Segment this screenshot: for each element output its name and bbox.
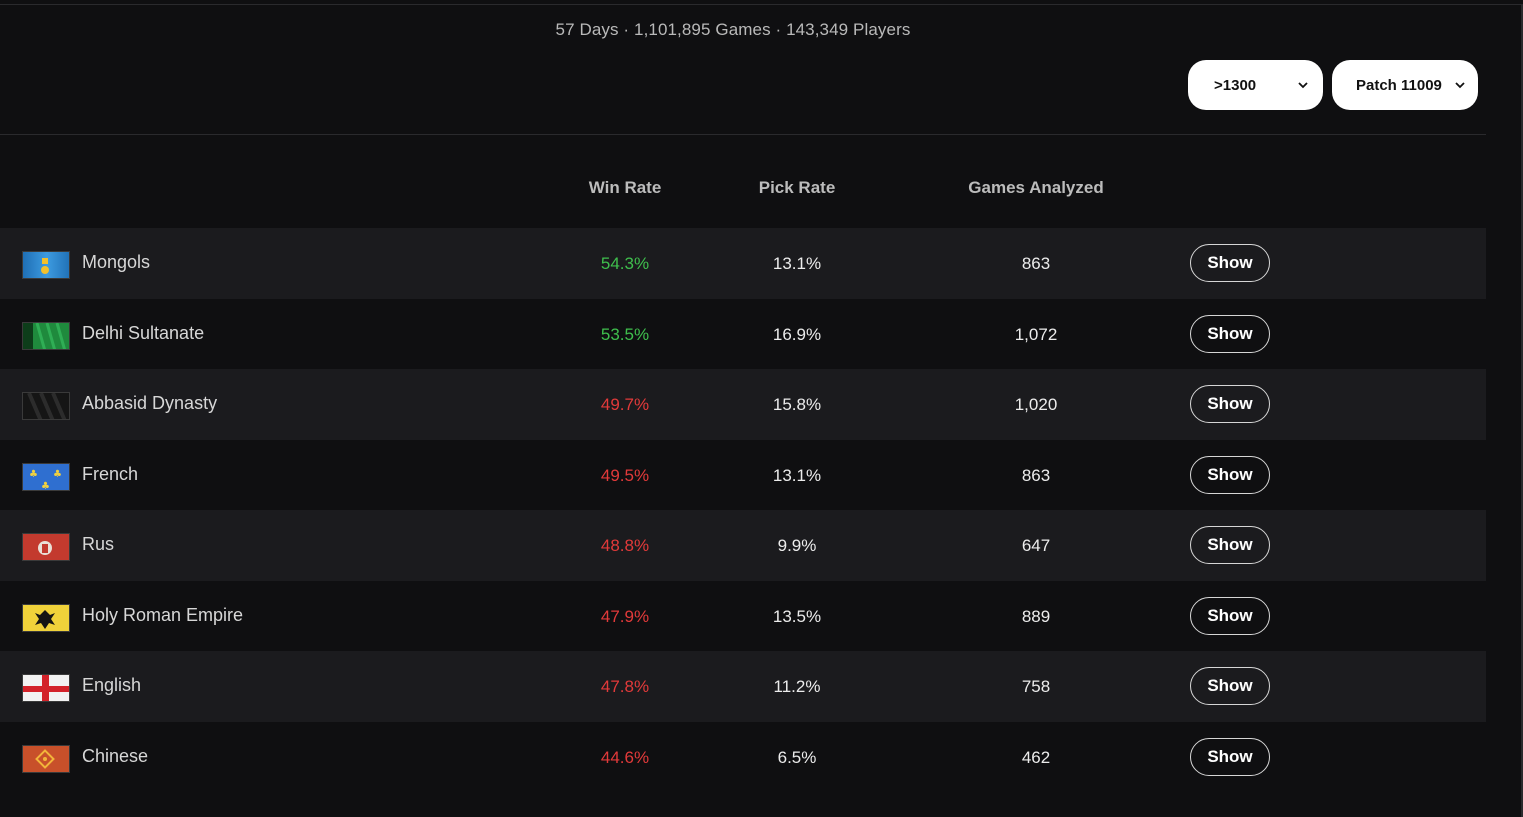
pick-rate-value: 13.1% xyxy=(772,254,822,273)
show-details-button[interactable]: Show xyxy=(1190,385,1270,423)
civ-name[interactable]: Chinese xyxy=(82,745,149,766)
civ-name[interactable]: Rus xyxy=(82,534,115,554)
show-details-button[interactable]: Show xyxy=(1190,314,1270,353)
win-rate-value: 47.9% xyxy=(600,606,650,626)
show-details-button[interactable]: Show xyxy=(1190,244,1270,282)
show-details-button[interactable]: Show xyxy=(1190,455,1270,494)
show-details-button[interactable]: Show xyxy=(1190,596,1270,635)
table-row: Mongols 54.3% 13.1% 863 Show xyxy=(0,228,1486,299)
table-row: Holy Roman Empire 47.9% 13.5% 889 Show xyxy=(0,581,1486,652)
civ-table-body: Mongols 54.3% 13.1% 863 Show Delhi Sultanate 5… xyxy=(0,228,1486,792)
civ-name[interactable]: Holy Roman Empire xyxy=(82,604,244,625)
show-details-button[interactable]: Show xyxy=(1190,526,1270,564)
patch-filter-value: Patch 11009 xyxy=(1356,76,1442,94)
pick-rate-value: 15.8% xyxy=(772,395,822,414)
games-analyzed-value: 863 xyxy=(1021,465,1051,485)
table-header: Win Rate Pick Rate Games Analyzed xyxy=(0,178,1486,204)
table-row: Abbasid Dynasty 49.7% 15.8% 1,020 Show xyxy=(0,369,1486,440)
column-header-win-rate[interactable]: Win Rate xyxy=(588,178,662,197)
table-row: English 47.8% 11.2% 758 Show xyxy=(0,651,1486,722)
svg-text:♣: ♣ xyxy=(41,481,50,491)
civ-name[interactable]: Mongols xyxy=(82,252,151,272)
rus-flag-icon xyxy=(22,533,70,561)
pick-rate-value: 6.5% xyxy=(777,747,817,767)
filter-bar: >1300 Patch 11009 xyxy=(1188,60,1478,110)
elo-filter-select[interactable]: >1300 xyxy=(1188,60,1323,110)
table-row: Rus 48.8% 9.9% 647 Show xyxy=(0,510,1486,581)
games-analyzed-value: 889 xyxy=(1021,606,1051,626)
top-border xyxy=(0,4,1523,5)
win-rate-value: 53.5% xyxy=(600,324,650,344)
win-rate-value: 49.7% xyxy=(600,395,650,414)
abbasid-dynasty-flag-icon xyxy=(22,392,70,420)
win-rate-value: 44.6% xyxy=(600,747,650,767)
table-row: Delhi Sultanate 53.5% 16.9% 1,072 Show xyxy=(0,299,1486,370)
show-details-button[interactable]: Show xyxy=(1190,737,1270,776)
games-analyzed-value: 1,072 xyxy=(1014,324,1058,344)
svg-text:♣: ♣ xyxy=(53,469,62,480)
delhi-sultanate-flag-icon xyxy=(22,321,70,350)
chevron-down-icon xyxy=(1454,79,1466,91)
pick-rate-value: 13.1% xyxy=(772,465,822,485)
win-rate-value: 54.3% xyxy=(600,254,650,273)
games-analyzed-value: 1,020 xyxy=(1014,395,1058,414)
section-divider xyxy=(0,134,1486,135)
win-rate-value: 47.8% xyxy=(600,677,650,696)
pick-rate-value: 13.5% xyxy=(772,606,822,626)
show-details-button[interactable]: Show xyxy=(1190,667,1270,705)
civ-name[interactable]: Delhi Sultanate xyxy=(82,322,205,343)
civ-name[interactable]: Abbasid Dynasty xyxy=(82,393,218,413)
chevron-down-icon xyxy=(1297,79,1309,91)
table-row: ♣ ♣ ♣ French 49.5% 13.1% 863 Show xyxy=(0,440,1486,511)
svg-text:♣: ♣ xyxy=(29,469,38,480)
table-row: Chinese 44.6% 6.5% 462 Show xyxy=(0,722,1486,793)
pick-rate-value: 9.9% xyxy=(777,536,817,555)
stats-summary: 57 Days · 1,101,895 Games · 143,349 Play… xyxy=(555,20,911,39)
right-border xyxy=(1521,4,1523,817)
games-analyzed-value: 863 xyxy=(1021,254,1051,273)
english-flag-icon xyxy=(22,674,70,702)
pick-rate-value: 16.9% xyxy=(772,324,822,344)
games-analyzed-value: 758 xyxy=(1021,677,1051,696)
holy-roman-empire-flag-icon xyxy=(22,603,70,632)
win-rate-value: 49.5% xyxy=(600,465,650,485)
civ-name[interactable]: French xyxy=(82,463,139,484)
games-analyzed-value: 462 xyxy=(1021,747,1051,767)
french-flag-icon: ♣ ♣ ♣ xyxy=(22,462,70,491)
elo-filter-value: >1300 xyxy=(1214,76,1257,94)
patch-filter-select[interactable]: Patch 11009 xyxy=(1332,60,1478,110)
civ-name[interactable]: English xyxy=(82,675,142,695)
mongols-flag-icon xyxy=(22,251,70,279)
pick-rate-value: 11.2% xyxy=(773,677,821,696)
column-header-pick-rate[interactable]: Pick Rate xyxy=(758,178,836,197)
win-rate-value: 48.8% xyxy=(600,536,650,555)
games-analyzed-value: 647 xyxy=(1021,536,1051,555)
column-header-games-analyzed[interactable]: Games Analyzed xyxy=(968,178,1104,197)
chinese-flag-icon xyxy=(22,744,70,773)
